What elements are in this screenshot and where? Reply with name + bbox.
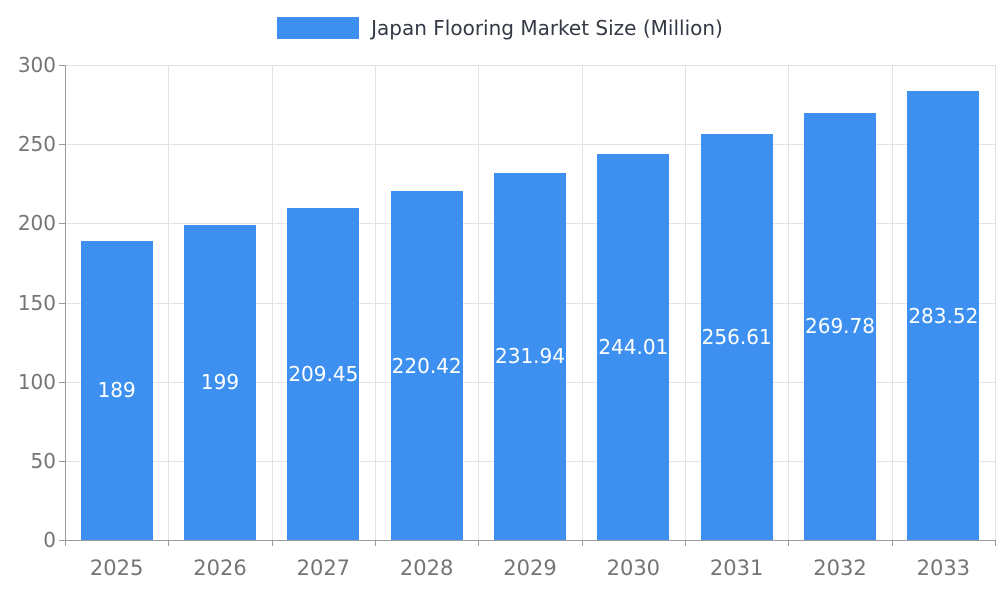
- y-axis-tick: [59, 302, 65, 304]
- bar-value-label: 269.78: [805, 314, 875, 339]
- bar-2033[interactable]: [907, 91, 980, 540]
- bar-2031[interactable]: [700, 133, 773, 540]
- x-axis-tick: [995, 540, 996, 546]
- chart-legend[interactable]: Japan Flooring Market Size (Million): [0, 16, 1000, 40]
- x-axis-tick: [581, 540, 583, 546]
- gridline-vertical: [271, 65, 273, 540]
- bar-2029[interactable]: [493, 172, 567, 540]
- bar-value-label: 283.52: [908, 303, 979, 328]
- x-axis-tick: [891, 540, 893, 546]
- y-axis-tick-label: 150: [17, 290, 56, 315]
- x-axis-tick-label: 2033: [916, 556, 971, 580]
- x-axis-tick-label: 2026: [193, 556, 247, 580]
- x-axis-tick-label: 2032: [813, 556, 867, 580]
- gridline-horizontal: [65, 144, 995, 146]
- y-axis-tick: [59, 381, 65, 383]
- x-axis-tick: [375, 540, 376, 546]
- gridline-vertical: [891, 65, 893, 540]
- bar-2025[interactable]: [80, 240, 153, 540]
- gridline-horizontal: [65, 65, 995, 66]
- gridline-vertical: [168, 65, 170, 540]
- x-axis-tick: [478, 540, 480, 546]
- chart-title: Japan Flooring Market Size (Million): [371, 16, 723, 40]
- y-axis-tick: [59, 144, 65, 146]
- y-axis-tick: [59, 223, 65, 225]
- x-axis-tick-label: 2029: [503, 556, 557, 580]
- y-axis-tick-label: 0: [43, 528, 56, 552]
- y-axis-tick-label: 100: [17, 369, 56, 394]
- bar-value-label: 209.45: [288, 362, 359, 387]
- y-axis-tick: [59, 460, 65, 462]
- bar-2027[interactable]: [287, 208, 360, 540]
- gridline-vertical: [478, 65, 480, 540]
- bar-value-label: 256.61: [701, 324, 772, 349]
- x-axis-tick-label: 2025: [89, 556, 144, 580]
- y-axis-tick: [59, 65, 65, 66]
- bar-2030[interactable]: [597, 153, 670, 540]
- x-axis-tick-label: 2030: [606, 556, 661, 580]
- x-axis-tick: [788, 540, 790, 546]
- bar-2026[interactable]: [183, 224, 257, 540]
- bar-value-label: 244.01: [598, 334, 669, 359]
- bar-value-label: 189: [97, 378, 136, 403]
- bar-value-label: 199: [200, 370, 240, 395]
- x-axis-tick-label: 2031: [709, 556, 764, 580]
- x-axis-line: [65, 540, 996, 541]
- bar-value-label: 220.42: [391, 353, 462, 378]
- y-axis-line: [65, 65, 66, 541]
- bar-value-label: 231.94: [495, 344, 565, 369]
- x-axis-tick: [271, 540, 273, 546]
- plot-area: 189 199 209.45 220.42 231.94 244.01 256.61 269.…: [65, 65, 996, 540]
- x-axis-tick-label: 2028: [399, 556, 454, 580]
- y-axis-tick: [59, 540, 65, 541]
- gridline-vertical: [581, 65, 583, 540]
- bar-2032[interactable]: [803, 112, 877, 540]
- gridline-vertical: [995, 65, 996, 540]
- x-axis-tick: [168, 540, 170, 546]
- bar-2028[interactable]: [390, 191, 463, 540]
- legend-swatch: [277, 17, 360, 39]
- y-axis-tick-label: 200: [17, 211, 56, 236]
- x-axis-tick-label: 2027: [296, 556, 351, 580]
- y-axis-tick-label: 50: [30, 448, 56, 473]
- x-axis-tick: [65, 540, 66, 546]
- gridline-vertical: [685, 65, 686, 540]
- gridline-vertical: [788, 65, 790, 540]
- y-axis-tick-label: 300: [17, 53, 56, 77]
- gridline-vertical: [375, 65, 376, 540]
- x-axis-tick: [685, 540, 686, 546]
- y-axis-tick-label: 250: [17, 132, 56, 157]
